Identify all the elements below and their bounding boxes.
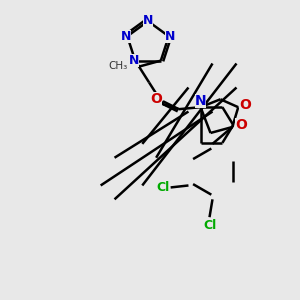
Text: O: O <box>235 118 247 132</box>
Text: CH₃: CH₃ <box>108 61 127 70</box>
Text: N: N <box>121 30 131 43</box>
Text: Cl: Cl <box>203 219 216 232</box>
Text: O: O <box>150 92 162 106</box>
Text: N: N <box>143 14 153 27</box>
Text: N: N <box>195 94 206 108</box>
Text: N: N <box>129 54 140 67</box>
Text: N: N <box>165 30 175 43</box>
Text: O: O <box>239 98 251 112</box>
Text: Cl: Cl <box>156 181 169 194</box>
